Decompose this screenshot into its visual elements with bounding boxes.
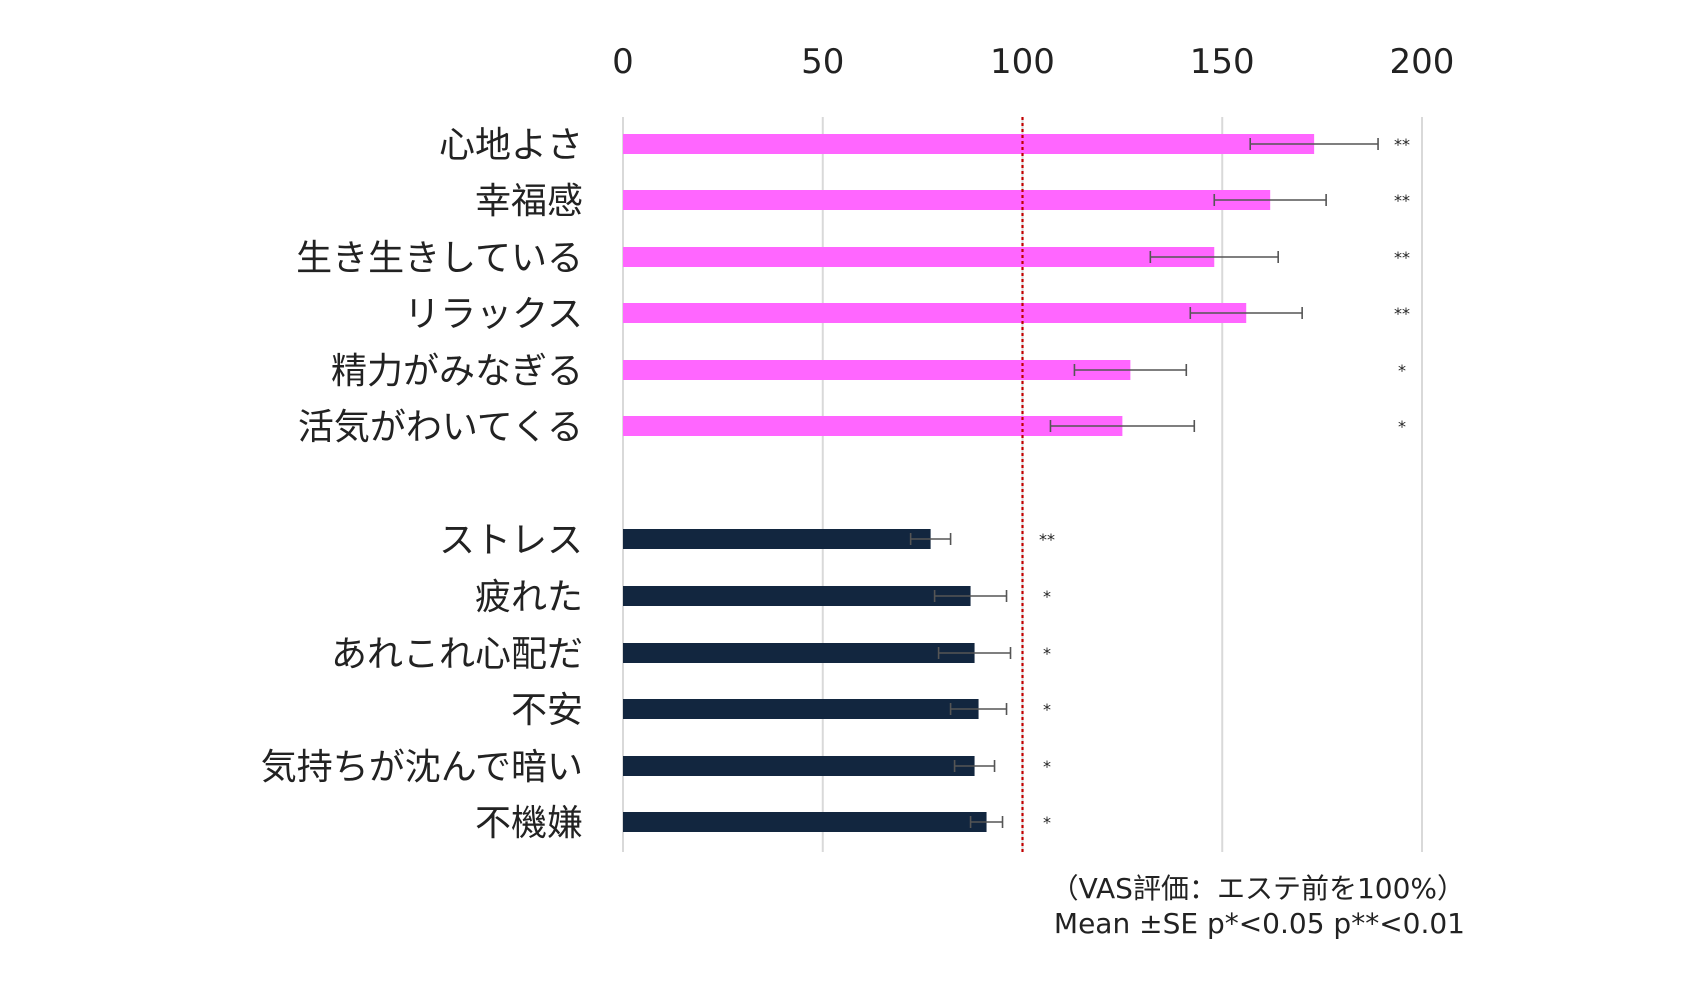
bar-1-4 [623,756,975,776]
bar-0-3 [623,303,1247,323]
category-label: 活気がわいてくる [298,407,583,448]
x-tick-label-0: 0 [612,42,634,82]
bar-0-2 [623,247,1215,267]
category-label: 疲れた [475,577,583,618]
error-bar-0-5 [1049,420,1196,432]
bar-1-1 [623,586,971,606]
significance-marker: ** [1039,530,1055,549]
note-line-2: Mean ±SE p*<0.05 p**<0.01 [1054,907,1465,940]
category-label: ストレス [439,520,583,561]
error-bar-1-5 [969,816,1004,828]
chart-notes: （VAS評価：エステ前を100%） Mean ±SE p*<0.05 p**<0… [1051,872,1465,940]
significance-marker: * [1398,417,1406,436]
bar-0-0 [623,134,1315,154]
x-tick-label-200: 200 [1390,42,1455,82]
category-label: リラックス [404,294,583,335]
category-label: 気持ちが沈んで暗い [261,747,583,788]
x-tick-label-50: 50 [801,42,844,82]
category-labels: 心地よさ幸福感生き生きしているリラックス精力がみなぎる活気がわいてくるストレス疲… [261,125,583,844]
error-bar-0-4 [1073,364,1188,376]
bar-1-5 [623,812,987,832]
note-line-1: （VAS評価：エステ前を100%） [1051,872,1465,905]
category-label: 生き生きしている [296,238,583,279]
significance-marker: ** [1394,304,1410,323]
significance-marker: * [1043,644,1051,663]
bar-0-1 [623,190,1271,210]
category-label: あれこれ心配だ [331,634,583,675]
x-axis-ticks: 0 50 100 150 200 [612,42,1454,82]
bar-1-3 [623,699,979,719]
category-label: 不機嫌 [475,803,583,844]
error-bars [909,138,1379,828]
error-bar-1-2 [937,647,1012,659]
error-bar-1-1 [933,590,1008,602]
significance-marker: ** [1394,191,1410,210]
significance-marker: * [1043,813,1051,832]
significance-markers: ***************** [1039,135,1410,832]
category-label: 精力がみなぎる [331,351,583,392]
error-bar-0-0 [1249,138,1379,150]
error-bar-0-1 [1213,194,1327,206]
significance-marker: * [1398,361,1406,380]
bar-0-4 [623,360,1131,380]
category-label: 心地よさ [439,125,583,166]
error-bar-1-3 [949,703,1008,715]
significance-marker: * [1043,587,1051,606]
category-label: 幸福感 [475,181,583,222]
error-bar-0-3 [1189,307,1303,319]
bar-1-0 [623,529,931,549]
bar-0-5 [623,416,1123,436]
significance-marker: ** [1394,248,1410,267]
significance-marker: * [1043,700,1051,719]
error-bar-0-2 [1149,251,1279,263]
error-bar-1-4 [953,760,996,772]
bars [623,134,1315,832]
significance-marker: * [1043,757,1051,776]
x-tick-label-150: 150 [1190,42,1255,82]
error-bar-1-0 [909,533,952,545]
x-tick-label-100: 100 [990,42,1055,82]
category-label: 不安 [511,690,583,731]
bar-1-2 [623,643,975,663]
significance-marker: ** [1394,135,1410,154]
